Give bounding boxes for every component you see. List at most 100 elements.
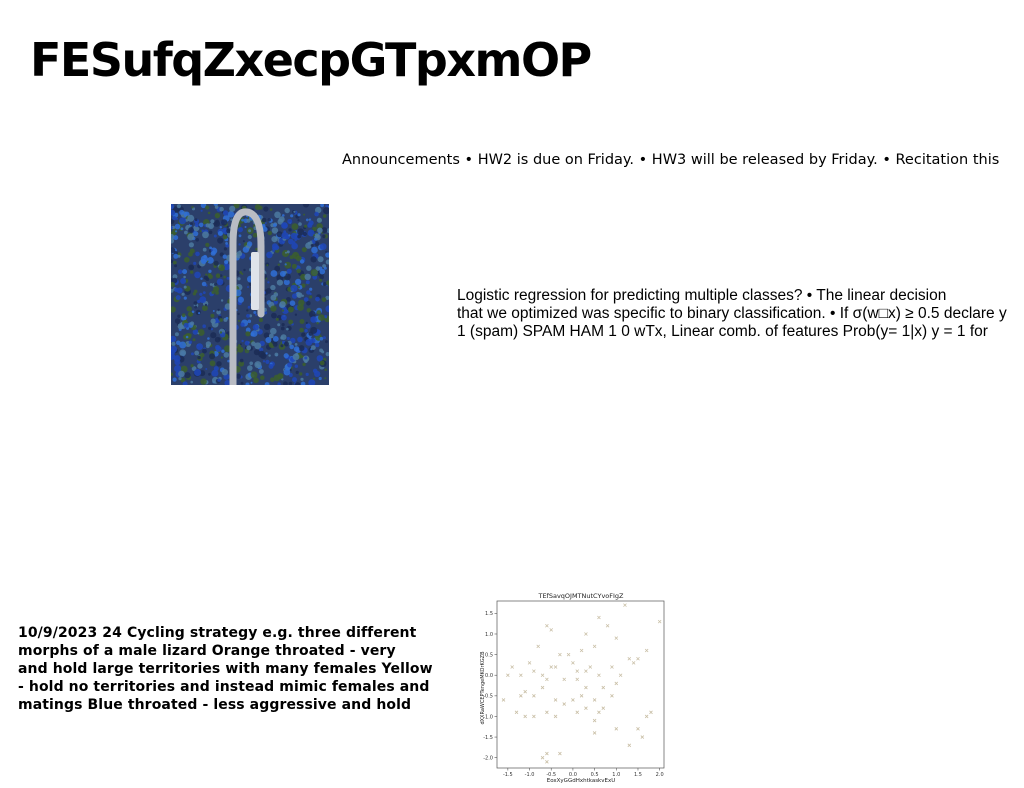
y-tick-label: -2.0: [483, 755, 493, 761]
runway-strip: [251, 252, 259, 310]
chart-x-axis-label: EoxXyGGdHxhtkaskvExU: [547, 778, 616, 784]
scatter-point: [536, 644, 540, 649]
scatter-point: [631, 661, 636, 665]
y-tick-label: 0.5: [485, 652, 493, 658]
scatter-point: [545, 623, 549, 628]
scatter-point: [614, 681, 619, 686]
scatter-chart: TEfSavqOJMTNutCYvoFIgZ EoxXyGGdHxhtkaskv…: [474, 588, 674, 786]
scatter-point: [553, 698, 558, 702]
y-tick-label: -1.5: [483, 735, 493, 741]
scatter-point: [506, 673, 510, 678]
scatter-point: [540, 673, 545, 678]
scatter-point: [532, 714, 536, 719]
scatter-point: [601, 706, 606, 710]
scatter-point: [527, 661, 532, 665]
scatter-point: [540, 685, 545, 690]
scatter-point: [562, 677, 567, 682]
y-tick-label: 1.0: [485, 632, 493, 638]
scatter-point: [523, 714, 527, 719]
scatter-point: [584, 685, 588, 690]
scatter-point: [575, 669, 580, 673]
scatter-point: [545, 760, 549, 764]
scatter-point: [514, 710, 519, 715]
text-line: matings Blue throated - less aggressive …: [18, 697, 412, 713]
scatter-point: [623, 603, 627, 607]
y-tick-label: -1.0: [483, 714, 493, 720]
scatter-point: [610, 665, 614, 669]
scatter-point: [532, 694, 536, 698]
scatter-point: [579, 694, 584, 698]
scatter-point: [614, 727, 619, 731]
x-tick-label: -0.5: [546, 772, 556, 778]
text-line: that we optimized was specific to binary…: [457, 305, 1007, 323]
x-tick-label: 1.5: [634, 772, 642, 778]
scatter-point: [627, 656, 632, 661]
plot-frame: [496, 600, 665, 769]
lizard-strategy-text: 10/9/2023 24 Cycling strategy e.g. three…: [18, 624, 433, 714]
scatter-point: [592, 644, 597, 649]
scatter-point: [601, 685, 606, 690]
scatter-point: [519, 673, 523, 678]
scatter-point: [575, 677, 580, 682]
scatter-point: [597, 615, 601, 620]
x-tick-label: -1.5: [503, 772, 513, 778]
scatter-point: [640, 735, 645, 739]
scatter-point: [549, 628, 554, 632]
x-tick-label: 2.0: [656, 772, 664, 778]
scatter-point: [584, 632, 588, 636]
scatter-point: [657, 619, 662, 624]
aerial-map-photo: [171, 204, 329, 385]
scatter-point: [549, 665, 554, 669]
chart-title: TEfSavqOJMTNutCYvoFIgZ: [537, 592, 624, 600]
scatter-point: [562, 702, 567, 706]
scatter-point: [644, 648, 649, 653]
scatter-point: [545, 751, 549, 756]
scatter-point: [558, 652, 562, 657]
scatter-point: [532, 669, 536, 673]
scatter-point: [584, 706, 588, 710]
x-tick-label: -1.0: [525, 772, 535, 778]
scatter-point: [588, 665, 593, 669]
scatter-point: [571, 661, 575, 665]
scatter-point: [501, 698, 506, 702]
scatter-point: [618, 673, 623, 678]
scatter-point: [592, 731, 597, 735]
aerial-photo-graphic: [171, 204, 329, 385]
text-line: and hold large territories with many fem…: [18, 661, 433, 677]
chart-y-axis-label: dXXRaWCEPTengeMKOrKGZB: [480, 651, 486, 725]
scatter-point: [575, 710, 580, 715]
scatter-point: [605, 623, 610, 628]
scatter-point: [597, 673, 601, 678]
scatter-point: [553, 665, 558, 669]
x-tick-label: 1.0: [612, 772, 620, 778]
scatter-point: [571, 698, 575, 702]
scatter-point: [553, 714, 558, 719]
scatter-point: [584, 669, 588, 673]
text-line: 1 (spam) SPAM HAM 1 0 wTx, Linear comb. …: [457, 323, 988, 341]
scatter-point: [597, 710, 601, 715]
scatter-point: [592, 718, 597, 723]
scatter-point: [636, 727, 640, 731]
road-loop: [229, 208, 265, 385]
scatter-point: [644, 714, 649, 719]
scatter-chart-svg: TEfSavqOJMTNutCYvoFIgZ EoxXyGGdHxhtkaskv…: [480, 592, 665, 784]
scatter-point: [579, 648, 584, 653]
x-tick-label: 0.5: [591, 772, 599, 778]
scatter-point: [519, 694, 523, 698]
scatter-point: [592, 698, 597, 702]
scatter-point: [636, 656, 640, 661]
scatter-point: [566, 652, 571, 657]
scatter-points: [501, 603, 662, 764]
y-tick-label: 0.0: [485, 673, 493, 679]
text-line: - hold no territories and instead mimic …: [18, 679, 430, 695]
announcements-text: Announcements • HW2 is due on Friday. • …: [342, 152, 1000, 168]
slide-title: FESufqZxecpGTpxmOP: [30, 33, 592, 87]
scatter-point: [523, 689, 527, 694]
scatter-point: [540, 755, 545, 760]
scatter-point: [545, 710, 549, 715]
scatter-point: [627, 743, 632, 748]
scatter-point: [510, 665, 514, 669]
y-tick-label: -0.5: [483, 694, 493, 700]
scatter-point: [545, 677, 549, 682]
scatter-point: [558, 751, 562, 756]
